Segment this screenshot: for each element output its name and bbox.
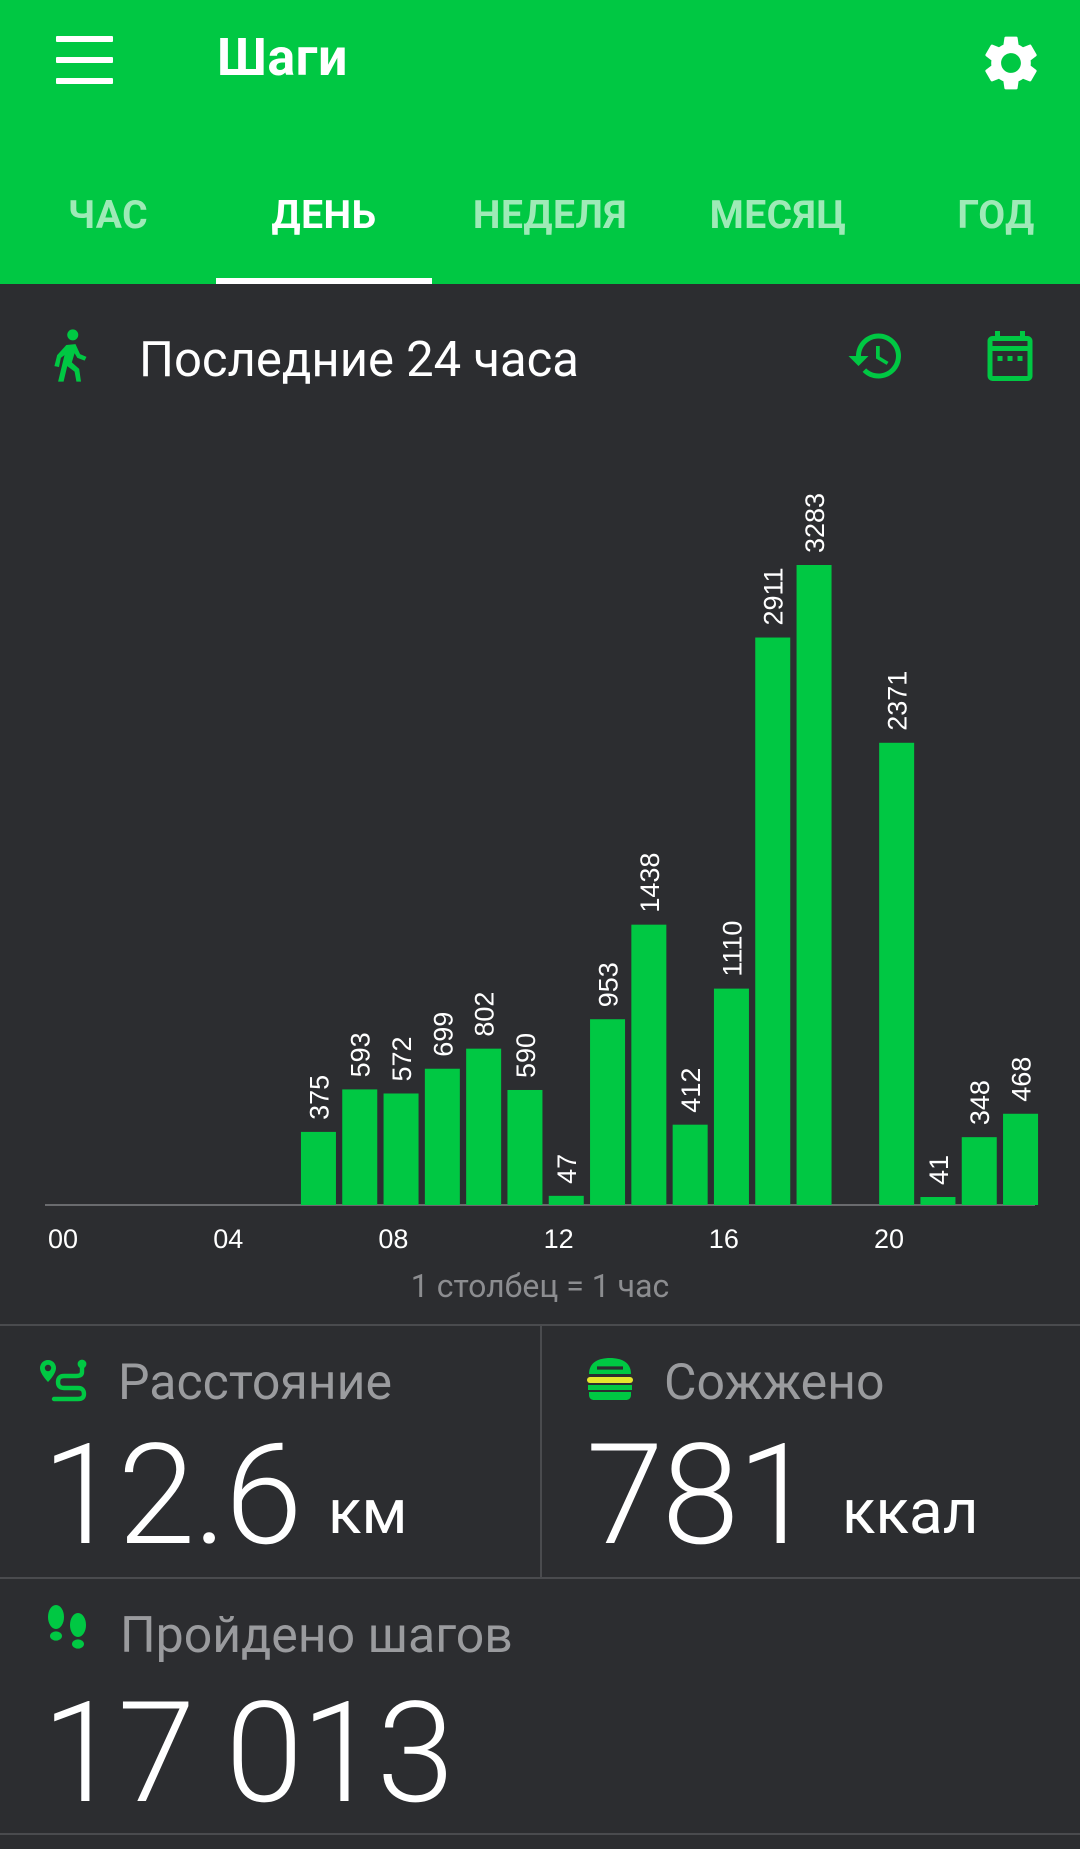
chart-data-label: 468 (1007, 1057, 1037, 1102)
chart-data-label: 699 (428, 1012, 458, 1057)
chart-data-label: 41 (924, 1155, 954, 1185)
period-tabs: ЧАС ДЕНЬ НЕДЕЛЯ МЕСЯЦ ГОД (0, 160, 1080, 284)
steps-card[interactable]: Пройдено шагов 17 013 (0, 1579, 1080, 1833)
tab-day[interactable]: ДЕНЬ (271, 192, 377, 238)
chart-data-label: 572 (387, 1036, 417, 1081)
tab-indicator (216, 278, 432, 284)
calories-card[interactable]: Сожжено 781 ккал (542, 1326, 1080, 1577)
tab-week[interactable]: НЕДЕЛЯ (472, 192, 628, 238)
chart-bar[interactable] (796, 565, 832, 1205)
settings-button[interactable] (966, 18, 1056, 108)
tab-year[interactable]: ГОД (957, 192, 1035, 238)
chart-note: 1 столбец = 1 час (410, 1267, 670, 1305)
chart-bar[interactable] (1003, 1113, 1039, 1205)
chart-data-label: 1110 (717, 921, 747, 977)
divider-vertical (540, 1326, 542, 1578)
distance-card[interactable]: Расстояние 12.6 км (0, 1326, 540, 1577)
chart-data-label: 3283 (800, 493, 830, 553)
hamburger-menu-icon-bottom (56, 78, 113, 84)
chart-data-label: 802 (470, 992, 500, 1037)
calories-label: Сожжено (664, 1354, 885, 1412)
app-title: Шаги (217, 27, 348, 88)
footprints-icon (48, 1605, 86, 1649)
x-tick-label: 16 (709, 1224, 739, 1254)
chart-data-label: 348 (965, 1080, 995, 1125)
chart-data-label: 47 (552, 1154, 582, 1184)
chart-bar[interactable] (961, 1137, 997, 1205)
chart-bar[interactable] (920, 1197, 956, 1205)
chart-data-label: 2911 (759, 567, 789, 625)
chart-data-label: 375 (304, 1075, 334, 1120)
walking-person-icon (54, 329, 87, 382)
history-button[interactable] (846, 326, 906, 386)
x-tick-label: 00 (48, 1224, 78, 1254)
distance-value: 12.6 (42, 1414, 302, 1578)
x-tick-label: 20 (874, 1224, 904, 1254)
chart-data-label: 590 (511, 1033, 541, 1078)
x-tick-label: 08 (378, 1224, 408, 1254)
steps-value: 17 013 (42, 1672, 454, 1836)
chart-bar[interactable] (590, 1019, 626, 1205)
chart-bar[interactable] (879, 742, 915, 1205)
app-bar: Шаги ЧАС ДЕНЬ НЕДЕЛЯ МЕСЯЦ ГОД (0, 0, 1080, 284)
tab-hour[interactable]: ЧАС (67, 192, 149, 238)
distance-label: Расстояние (118, 1354, 392, 1412)
chart-data-label: 953 (594, 962, 624, 1007)
chart-bar[interactable] (383, 1093, 419, 1205)
hamburger-menu-icon (56, 36, 113, 42)
tab-month[interactable]: МЕСЯЦ (709, 192, 847, 238)
calendar-icon (987, 331, 1033, 381)
steps-bar-chart: 375 593 572 699 802 590 47 953 1438 412 1110 2911 32… (45, 493, 1039, 1254)
history-icon (848, 333, 901, 379)
x-tick-label: 12 (544, 1224, 574, 1254)
chart-bar[interactable] (755, 637, 791, 1205)
chart-bar[interactable] (424, 1068, 460, 1205)
menu-button[interactable] (40, 20, 130, 100)
divider (0, 1833, 1080, 1835)
burger-icon (587, 1358, 633, 1400)
chart-bar[interactable] (713, 988, 749, 1205)
calendar-button[interactable] (980, 326, 1040, 386)
hamburger-menu-icon-mid (56, 57, 113, 63)
calories-unit: ккал (842, 1476, 979, 1549)
chart-bar[interactable] (631, 924, 667, 1205)
chart-data-label: 1438 (635, 853, 665, 913)
section-title: Последние 24 часа (139, 331, 579, 388)
distance-unit: км (328, 1476, 408, 1549)
chart-bar[interactable] (466, 1048, 502, 1205)
chart-bar[interactable] (342, 1089, 378, 1205)
chart-data-label: 593 (346, 1032, 376, 1077)
chart-bar[interactable] (300, 1131, 336, 1205)
x-tick-label: 04 (213, 1224, 243, 1254)
chart-data-label: 2371 (883, 671, 913, 731)
gear-icon (985, 36, 1037, 90)
calories-value: 781 (586, 1414, 815, 1578)
route-icon (40, 1359, 87, 1402)
chart-bar[interactable] (548, 1195, 584, 1205)
steps-label: Пройдено шагов (120, 1607, 513, 1665)
chart-data-label: 412 (676, 1068, 706, 1113)
chart-bar[interactable] (507, 1089, 543, 1205)
chart-bar[interactable] (672, 1124, 708, 1205)
divider (0, 1324, 1080, 1326)
divider (0, 1577, 1080, 1579)
